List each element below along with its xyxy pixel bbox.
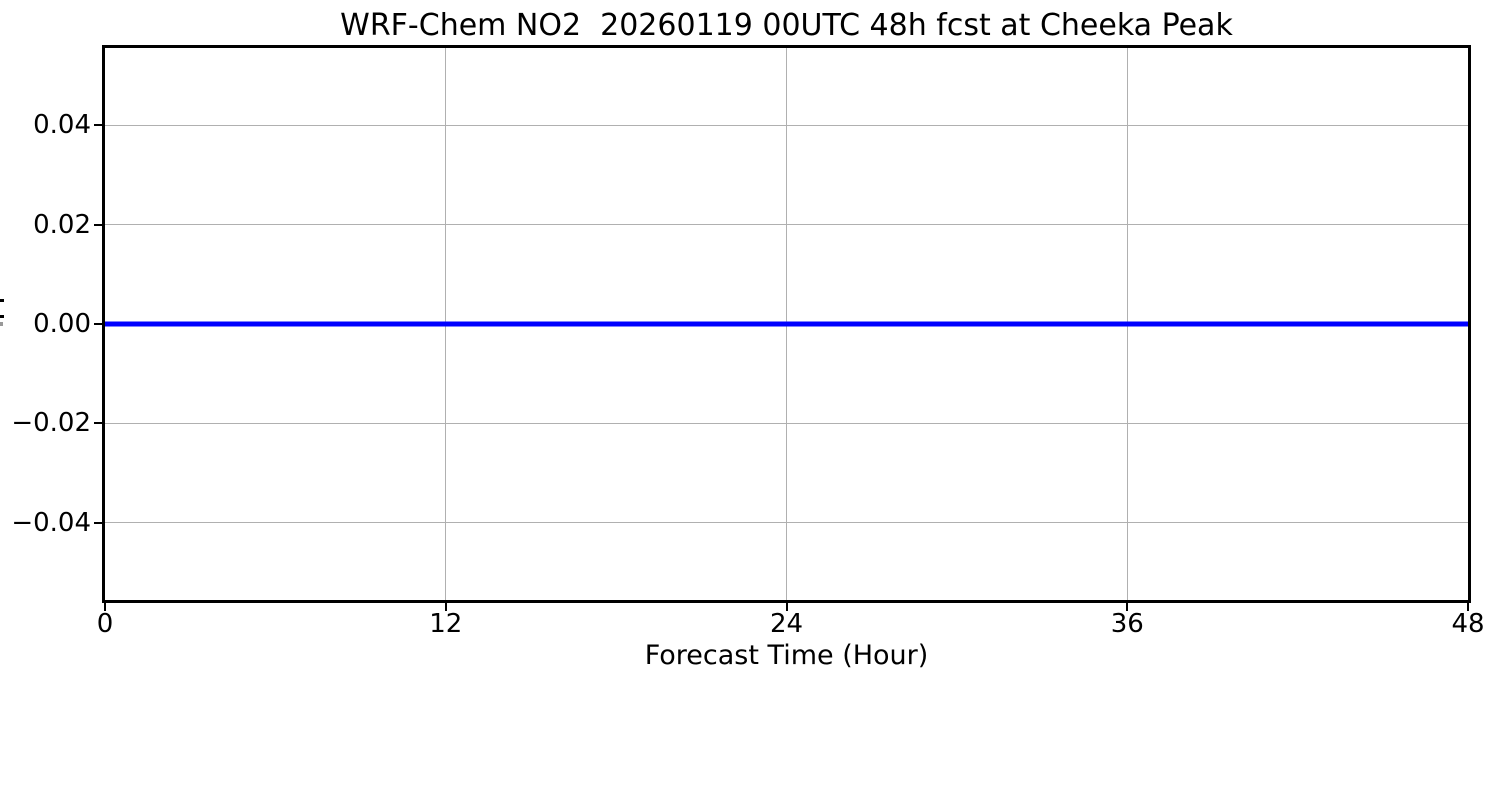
y-tick-mark — [94, 521, 102, 524]
x-axis-label: Forecast Time (Hour) — [644, 640, 929, 671]
x-tick-mark — [104, 603, 106, 611]
x-tick-mark — [1467, 603, 1469, 611]
y-tick-mark — [94, 422, 102, 425]
chart-title: WRF-Chem NO2 20260119 00UTC 48h fcst at … — [340, 8, 1233, 43]
y-tick-mark — [94, 223, 102, 226]
y-tick-label: 0.04 — [33, 110, 91, 141]
x-tick-mark — [1126, 603, 1129, 611]
x-tick-label: 24 — [769, 609, 804, 639]
x-tick-label: 36 — [1110, 609, 1144, 639]
series-layer — [105, 321, 1468, 327]
plot-area: 0 12 24 36 48 0.04 0.02 0.00 −0.02 −0.04 — [11, 45, 1485, 639]
x-tick-mark — [444, 603, 447, 611]
y-axis-label-fragment-mark — [0, 299, 4, 302]
y-tick-mark — [94, 323, 102, 325]
y-tick-label: −0.02 — [11, 408, 91, 439]
y-tick-label: 0.02 — [33, 209, 91, 240]
y-axis-label-fragment-mark — [0, 322, 3, 326]
x-tick-label: 12 — [429, 609, 463, 639]
y-tick-mark — [94, 124, 102, 127]
y-tick-label: −0.04 — [11, 507, 91, 538]
y-tick-label: 0.00 — [33, 309, 91, 339]
y-axis-label-fragment-mark — [0, 315, 4, 318]
x-tick-label: 0 — [96, 609, 114, 639]
x-tick-mark — [785, 603, 788, 611]
x-tick-label: 48 — [1451, 609, 1485, 639]
